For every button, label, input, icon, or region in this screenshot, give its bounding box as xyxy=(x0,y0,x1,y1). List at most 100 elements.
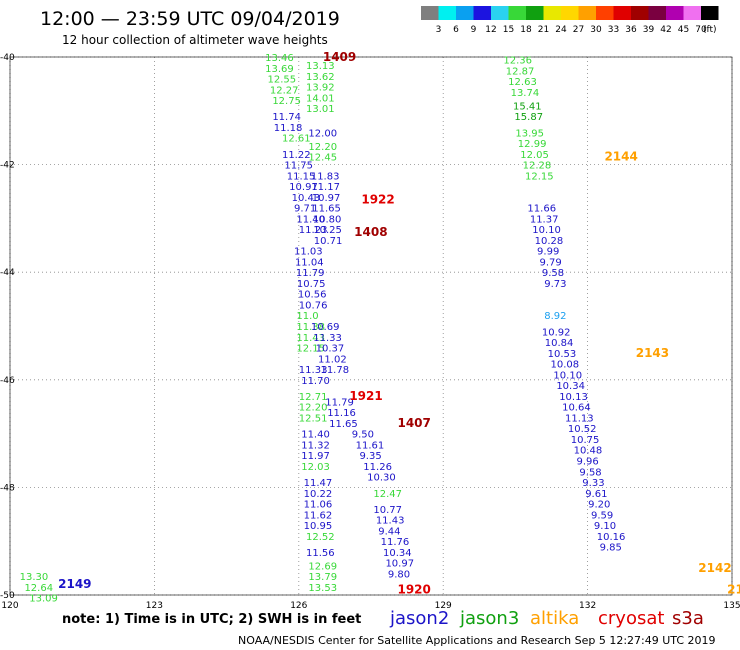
pass-time-label: 2149 xyxy=(58,577,91,591)
page-title: 12:00 — 23:59 UTC 09/04/2019 xyxy=(40,8,340,30)
wave-height-label: 13.69 xyxy=(265,64,294,75)
wave-height-label: 10.56 xyxy=(298,290,327,301)
wave-height-label: 10.77 xyxy=(373,505,402,516)
scale-swatch xyxy=(666,6,684,20)
scale-tick-label: 6 xyxy=(453,25,459,35)
scale-swatch xyxy=(473,6,491,20)
legend-jason2: jason2 xyxy=(390,608,450,629)
scale-tick-label: 3 xyxy=(436,25,442,35)
wave-height-label: 11.02 xyxy=(318,354,347,365)
wave-height-label: 10.97 xyxy=(385,559,414,570)
scale-tick-label: 18 xyxy=(520,25,532,35)
wave-height-label: 9.10 xyxy=(594,521,616,532)
wave-height-label: 11.18 xyxy=(274,123,303,134)
altimeter-map: 120 123 126 129 132 135 -40 -42 -44 -46 -48 -50 13.4… xyxy=(0,50,740,610)
scale-tick-label: 9 xyxy=(471,25,477,35)
scale-tick-label: 33 xyxy=(608,25,619,35)
wave-height-label: 11.22 xyxy=(282,150,311,161)
wave-height-label: 10.97 xyxy=(312,193,341,204)
scale-swatch xyxy=(578,6,596,20)
wave-height-label: 10.84 xyxy=(545,338,574,349)
wave-height-label: 12.61 xyxy=(282,134,311,145)
wave-height-label: 10.34 xyxy=(383,548,412,559)
wave-height-label: 11.33 xyxy=(299,365,328,376)
wave-height-label: 12.20 xyxy=(299,403,328,414)
legend-altika: altika xyxy=(530,608,580,629)
scale-unit: (ft) xyxy=(703,25,717,35)
scale-swatch xyxy=(701,6,719,20)
scale-swatch xyxy=(508,6,526,20)
wave-height-label: 11.32 xyxy=(301,440,330,451)
wave-height-label: 11.56 xyxy=(306,548,335,559)
wave-height-label: 11.61 xyxy=(356,440,385,451)
wave-height-label: 12.69 xyxy=(308,561,337,572)
wave-height-label: 10.95 xyxy=(304,521,333,532)
wave-height-label: 13.53 xyxy=(308,583,337,594)
wave-height-label: 11.26 xyxy=(363,462,392,473)
scale-swatch xyxy=(561,6,579,20)
scale-tick-label: 39 xyxy=(643,25,655,35)
scale-swatch xyxy=(421,6,439,20)
wave-height-label: 13.01 xyxy=(306,104,335,115)
wave-height-label: 12.64 xyxy=(24,583,53,594)
pass-time-label: 21 xyxy=(727,583,740,597)
wave-height-label: 10.16 xyxy=(597,532,626,543)
wave-height-label: 10.64 xyxy=(562,403,591,414)
scale-swatch xyxy=(648,6,666,20)
wave-height-label: 12.51 xyxy=(299,413,328,424)
scale-tick-label: 45 xyxy=(678,25,689,35)
scale-swatch xyxy=(613,6,631,20)
wave-height-label: 11.33 xyxy=(313,333,342,344)
lon-tick-label: 126 xyxy=(290,601,307,610)
pass-time-label: 1922 xyxy=(361,193,394,207)
wave-height-label: 9.73 xyxy=(544,279,566,290)
wave-height-label: 11.75 xyxy=(284,161,313,172)
wave-height-label: 9.33 xyxy=(582,478,604,489)
pass-time-label: 1920 xyxy=(397,583,430,597)
pass-time-label: 2144 xyxy=(604,150,637,164)
wave-height-label: 11.43 xyxy=(296,333,325,344)
lat-tick-label: -48 xyxy=(0,483,15,493)
wave-height-label: 9.35 xyxy=(359,451,381,462)
map-frame xyxy=(9,56,733,596)
wave-height-label: 11.04 xyxy=(295,257,324,268)
wave-height-label: 11.06 xyxy=(304,500,333,511)
wave-height-label: 10.71 xyxy=(314,236,343,247)
lon-tick-label: 129 xyxy=(435,601,452,610)
wave-height-label: 11.40 xyxy=(296,214,325,225)
wave-height-label: 11.43 xyxy=(376,516,405,527)
wave-height-label: 10.53 xyxy=(548,349,577,360)
wave-height-label: 12.63 xyxy=(508,77,537,88)
wave-height-label: 9.50 xyxy=(352,430,374,441)
wave-height-label: 12.00 xyxy=(308,128,337,139)
wave-height-label: 10.08 xyxy=(551,360,580,371)
wave-height-label: 13.62 xyxy=(306,72,335,83)
page-subtitle: 12 hour collection of altimeter wave hei… xyxy=(62,33,328,47)
pass-time-label: 1408 xyxy=(354,225,387,239)
legend-cryosat: cryosat xyxy=(598,608,665,629)
scale-swatch xyxy=(631,6,649,20)
wave-height-label: 10.34 xyxy=(556,381,585,392)
pass-time-label: 1409 xyxy=(323,50,356,64)
wave-height-label: 10.30 xyxy=(367,473,396,484)
wave-height-label: 10.97 xyxy=(289,182,318,193)
wave-height-label: 13.46 xyxy=(265,53,294,64)
wave-height-label: 9.61 xyxy=(585,489,607,500)
scale-tick-label: 12 xyxy=(485,25,496,35)
wave-height-label: 9.58 xyxy=(579,467,601,478)
lat-tick-label: -44 xyxy=(0,268,15,278)
wave-height-label: 13.95 xyxy=(515,128,544,139)
wave-height-label: 11.78 xyxy=(320,365,349,376)
scale-swatch xyxy=(526,6,544,20)
wave-height-label: 10.22 xyxy=(304,489,333,500)
wave-height-label: 13.92 xyxy=(306,83,335,94)
wave-height-label: 11.17 xyxy=(311,182,340,193)
wave-height-label: 15.41 xyxy=(513,101,542,112)
wave-height-label: 11.37 xyxy=(530,214,559,225)
wave-height-label: 10.76 xyxy=(299,300,328,311)
wave-height-label: 13.74 xyxy=(511,88,540,99)
footer-credit: NOAA/NESDIS Center for Satellite Applica… xyxy=(238,634,716,647)
lat-tick-label: -40 xyxy=(0,53,15,63)
scale-swatch xyxy=(491,6,509,20)
scale-tick-label: 15 xyxy=(503,25,514,35)
